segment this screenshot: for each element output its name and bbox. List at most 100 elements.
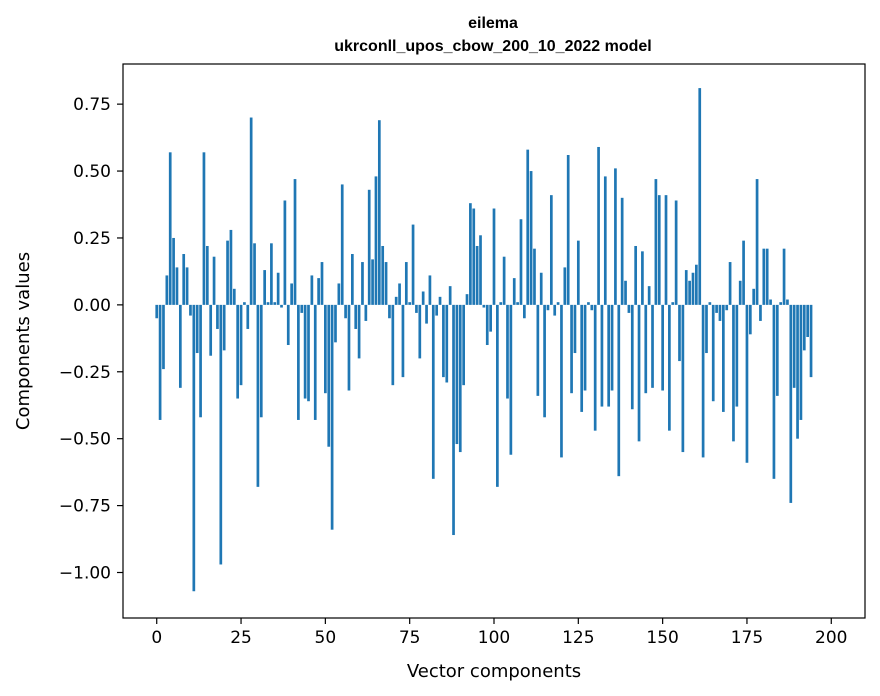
bar-1 bbox=[158, 304, 162, 420]
bar-79 bbox=[421, 291, 425, 305]
bar-190 bbox=[796, 304, 799, 439]
bar-172 bbox=[735, 304, 739, 407]
bar-146 bbox=[647, 286, 651, 305]
bar-130 bbox=[593, 304, 597, 431]
x-tick-label: 25 bbox=[230, 628, 252, 648]
bar-63 bbox=[367, 189, 371, 305]
bar-19 bbox=[219, 304, 223, 565]
bar-77 bbox=[415, 304, 418, 313]
bar-33 bbox=[266, 302, 270, 305]
y-tick-label: −0.75 bbox=[59, 497, 111, 517]
bar-143 bbox=[637, 304, 641, 442]
bar-99 bbox=[489, 304, 492, 332]
bar-132 bbox=[600, 304, 604, 407]
bar-93 bbox=[469, 203, 472, 305]
bar-51 bbox=[327, 304, 331, 447]
bar-123 bbox=[570, 304, 573, 394]
bar-154 bbox=[674, 200, 678, 305]
bar-25 bbox=[239, 304, 243, 386]
chart-subtitle: ukrconll_upos_cbow_200_10_2022 model bbox=[334, 38, 651, 55]
bar-68 bbox=[384, 262, 388, 305]
bar-95 bbox=[475, 245, 479, 305]
bar-117 bbox=[549, 195, 553, 305]
bar-126 bbox=[580, 304, 584, 412]
bar-142 bbox=[634, 245, 638, 305]
bar-119 bbox=[556, 302, 560, 305]
bar-56 bbox=[344, 304, 347, 319]
bar-32 bbox=[263, 270, 267, 305]
bar-118 bbox=[553, 304, 557, 316]
bar-87 bbox=[448, 286, 452, 305]
bar-67 bbox=[381, 245, 385, 305]
bar-3 bbox=[165, 275, 169, 305]
bar-66 bbox=[377, 120, 381, 305]
bar-116 bbox=[546, 304, 550, 311]
x-tick-label: 175 bbox=[731, 628, 763, 648]
bar-155 bbox=[678, 304, 681, 362]
bar-30 bbox=[256, 304, 260, 487]
bar-175 bbox=[745, 304, 749, 463]
bar-141 bbox=[630, 304, 634, 410]
bar-64 bbox=[371, 259, 374, 305]
bar-147 bbox=[651, 304, 654, 388]
bar-140 bbox=[627, 304, 631, 313]
bar-91 bbox=[462, 304, 465, 386]
bar-76 bbox=[411, 224, 415, 305]
x-tick-label: 200 bbox=[815, 628, 847, 648]
bar-11 bbox=[192, 304, 196, 592]
chart-title: eilema bbox=[468, 15, 518, 32]
bar-186 bbox=[782, 248, 786, 305]
bar-60 bbox=[357, 304, 361, 359]
bar-166 bbox=[715, 304, 718, 313]
bar-167 bbox=[718, 304, 722, 321]
bar-86 bbox=[445, 304, 449, 383]
bar-108 bbox=[519, 219, 523, 305]
bar-90 bbox=[458, 304, 462, 453]
bar-78 bbox=[418, 304, 422, 359]
bar-173 bbox=[738, 280, 742, 305]
bar-48 bbox=[317, 278, 320, 305]
bar-43 bbox=[300, 304, 304, 313]
bar-40 bbox=[290, 283, 293, 305]
bar-83 bbox=[435, 304, 439, 316]
bar-163 bbox=[705, 304, 708, 354]
bar-50 bbox=[324, 304, 327, 394]
bar-133 bbox=[603, 176, 607, 305]
bar-138 bbox=[620, 197, 624, 305]
x-tick-label: 100 bbox=[478, 628, 510, 648]
bar-150 bbox=[661, 304, 664, 391]
bar-89 bbox=[455, 304, 459, 445]
bar-54 bbox=[337, 283, 341, 305]
bar-112 bbox=[533, 248, 536, 305]
bar-98 bbox=[485, 304, 489, 346]
bar-13 bbox=[199, 304, 202, 418]
bar-184 bbox=[775, 304, 779, 396]
bar-0 bbox=[155, 304, 159, 319]
y-tick-label: −0.25 bbox=[59, 363, 111, 383]
bar-188 bbox=[789, 304, 793, 503]
bar-34 bbox=[270, 243, 273, 305]
bar-177 bbox=[752, 288, 756, 305]
y-tick-label: −0.50 bbox=[59, 430, 111, 450]
bar-131 bbox=[597, 146, 600, 305]
bar-135 bbox=[610, 304, 614, 391]
bar-17 bbox=[212, 256, 216, 305]
plot-frame bbox=[122, 63, 866, 619]
bar-171 bbox=[732, 304, 735, 442]
bar-26 bbox=[243, 302, 246, 305]
bar-178 bbox=[755, 179, 759, 305]
bar-27 bbox=[246, 304, 250, 329]
bar-169 bbox=[725, 304, 729, 311]
bar-35 bbox=[273, 302, 277, 305]
bar-127 bbox=[583, 304, 587, 391]
bar-191 bbox=[799, 304, 803, 420]
bar-31 bbox=[259, 304, 263, 418]
bar-102 bbox=[499, 302, 503, 305]
bar-65 bbox=[374, 176, 378, 305]
bar-152 bbox=[668, 304, 671, 431]
bar-122 bbox=[566, 155, 570, 305]
bar-47 bbox=[313, 304, 317, 420]
bar-180 bbox=[762, 248, 766, 305]
bar-7 bbox=[178, 304, 182, 388]
bar-39 bbox=[286, 304, 290, 346]
